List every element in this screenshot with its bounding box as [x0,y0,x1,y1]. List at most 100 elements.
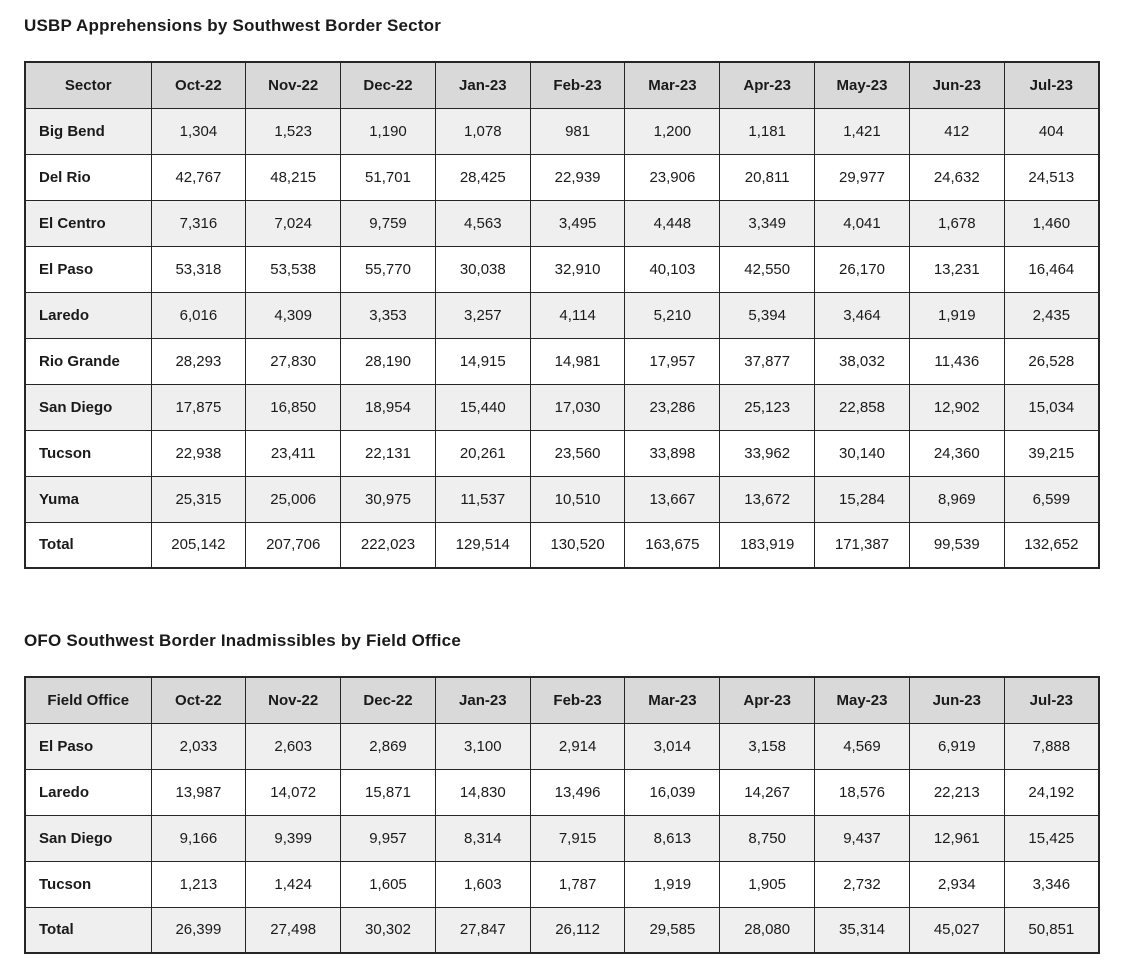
data-cell: 3,257 [434,291,531,339]
data-cell: 22,213 [908,768,1005,816]
data-cell: 4,041 [814,199,910,247]
table-row: Yuma 25,315 25,006 30,975 11,537 10,510 13,667… [24,475,1100,523]
header-row: Field Office Oct-22 Nov-22 Dec-22 Jan-23 Feb-… [24,676,1100,724]
data-cell: 11,537 [434,475,531,523]
data-cell: 3,158 [719,722,816,770]
data-cell: 48,215 [245,153,342,201]
data-cell: 18,954 [340,383,436,431]
data-cell: 25,006 [245,475,342,523]
row-label: Tucson [24,860,152,908]
table-row: San Diego 9,166 9,399 9,957 8,314 7,915 8,613 8… [24,814,1100,862]
column-header: Dec-22 [340,676,436,724]
data-cell: 25,123 [719,383,816,431]
data-cell: 27,847 [434,906,531,954]
data-cell: 13,667 [624,475,721,523]
data-cell: 16,850 [245,383,342,431]
data-cell: 15,284 [814,475,910,523]
row-label: El Centro [24,199,152,247]
row-label: Rio Grande [24,337,152,385]
data-cell: 22,938 [150,429,247,477]
column-header: Apr-23 [719,676,816,724]
data-cell: 1,181 [719,107,816,155]
data-cell: 23,286 [624,383,721,431]
data-cell: 6,599 [1003,475,1100,523]
data-cell: 222,023 [340,521,436,569]
data-cell: 28,293 [150,337,247,385]
data-cell: 1,919 [908,291,1005,339]
column-header: Jun-23 [908,61,1005,109]
data-cell: 1,424 [245,860,342,908]
data-cell: 11,436 [908,337,1005,385]
data-cell: 33,962 [719,429,816,477]
data-cell: 20,811 [719,153,816,201]
data-cell: 25,315 [150,475,247,523]
data-cell: 53,538 [245,245,342,293]
table-row: El Paso 2,033 2,603 2,869 3,100 2,914 3,014 3,1… [24,722,1100,770]
row-label: Yuma [24,475,152,523]
data-cell: 7,316 [150,199,247,247]
data-cell: 2,914 [529,722,626,770]
usbp-table-title: USBP Apprehensions by Southwest Border S… [24,16,442,35]
data-cell: 7,915 [529,814,626,862]
data-cell: 1,523 [245,107,342,155]
data-cell: 45,027 [908,906,1005,954]
data-cell: 14,981 [529,337,626,385]
data-cell: 207,706 [245,521,342,569]
data-cell: 1,200 [624,107,721,155]
data-cell: 5,394 [719,291,816,339]
data-cell: 3,495 [529,199,626,247]
data-cell: 7,024 [245,199,342,247]
data-cell: 9,399 [245,814,342,862]
column-header: Mar-23 [624,676,721,724]
column-header: Oct-22 [150,676,247,724]
data-cell: 1,213 [150,860,247,908]
row-label: El Paso [24,245,152,293]
data-cell: 15,425 [1003,814,1100,862]
data-cell: 7,888 [1003,722,1100,770]
data-cell: 37,877 [719,337,816,385]
table-row: Total 26,399 27,498 30,302 27,847 26,112 29,58… [24,906,1100,954]
column-header: Field Office [24,676,152,724]
data-cell: 28,190 [340,337,436,385]
data-cell: 2,732 [814,860,910,908]
data-cell: 13,987 [150,768,247,816]
column-header: Nov-22 [245,676,342,724]
data-cell: 23,906 [624,153,721,201]
data-cell: 8,969 [908,475,1005,523]
data-cell: 1,421 [814,107,910,155]
data-cell: 15,440 [434,383,531,431]
column-header: Apr-23 [719,61,816,109]
data-cell: 1,190 [340,107,436,155]
data-cell: 50,851 [1003,906,1100,954]
data-cell: 9,166 [150,814,247,862]
column-header: Sector [24,61,152,109]
data-cell: 26,112 [529,906,626,954]
data-cell: 15,034 [1003,383,1100,431]
data-cell: 3,014 [624,722,721,770]
data-cell: 1,605 [340,860,436,908]
data-cell: 8,750 [719,814,816,862]
data-cell: 17,875 [150,383,247,431]
data-cell: 4,448 [624,199,721,247]
table-row: Big Bend 1,304 1,523 1,190 1,078 981 1,200 1,18… [24,107,1100,155]
data-cell: 28,080 [719,906,816,954]
data-cell: 3,464 [814,291,910,339]
data-cell: 9,759 [340,199,436,247]
row-label: San Diego [24,814,152,862]
data-cell: 23,560 [529,429,626,477]
data-cell: 32,910 [529,245,626,293]
column-header: Jun-23 [908,676,1005,724]
data-cell: 6,919 [908,722,1005,770]
data-cell: 16,464 [1003,245,1100,293]
column-header: Mar-23 [624,61,721,109]
data-cell: 12,961 [908,814,1005,862]
data-cell: 8,314 [434,814,531,862]
table-row: Del Rio 42,767 48,215 51,701 28,425 22,939 23,… [24,153,1100,201]
data-cell: 163,675 [624,521,721,569]
table-row: San Diego 17,875 16,850 18,954 15,440 17,030 2… [24,383,1100,431]
data-cell: 27,498 [245,906,342,954]
table-row: Laredo 13,987 14,072 15,871 14,830 13,496 16,0… [24,768,1100,816]
data-cell: 29,977 [814,153,910,201]
data-cell: 14,915 [434,337,531,385]
column-header: Feb-23 [529,61,626,109]
